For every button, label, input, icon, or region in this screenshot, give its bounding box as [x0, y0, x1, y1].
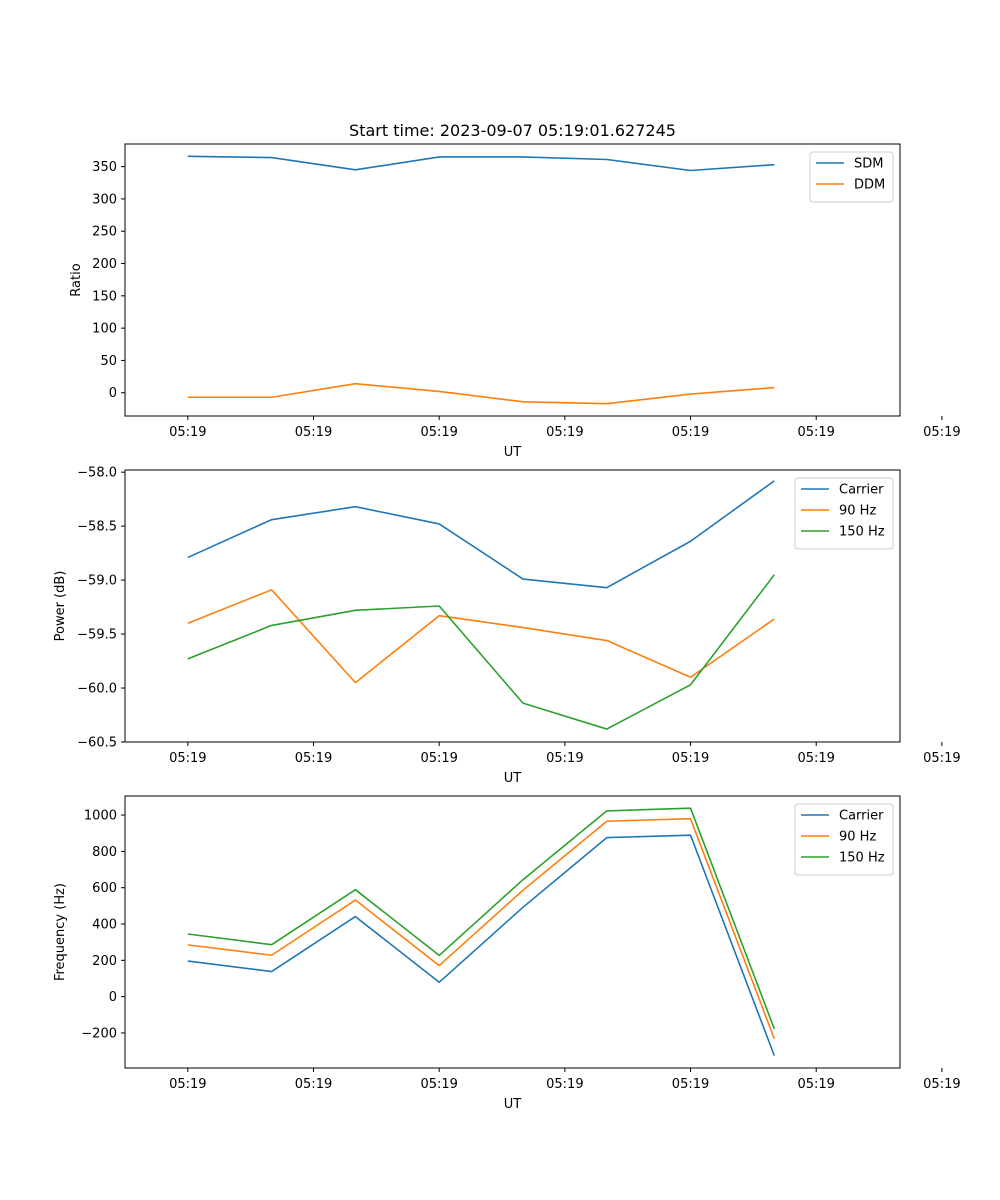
x-tick-label-2: 05:19 — [420, 1077, 457, 1092]
series-line-90-hz — [187, 589, 775, 684]
series-line-90-hz — [187, 817, 776, 1040]
series-line-sdm — [187, 155, 775, 172]
series-line-carrier — [187, 480, 775, 589]
y-axis-label: Ratio — [69, 263, 84, 296]
legend-label-sdm: SDM — [854, 157, 883, 172]
series-line-150-hz — [187, 807, 776, 1030]
legend-label-ddm: DDM — [854, 178, 885, 193]
y-tick-label-1: 50 — [100, 354, 117, 369]
x-tick-label-4: 05:19 — [672, 425, 709, 440]
y-tick-label-5: 800 — [92, 845, 117, 860]
x-tick-label-0: 05:19 — [169, 751, 206, 766]
y-tick-label-3: 400 — [92, 918, 117, 933]
legend-label-carrier: Carrier — [839, 483, 884, 498]
x-tick-label-3: 05:19 — [546, 751, 583, 766]
legend-label-carrier: Carrier — [839, 809, 884, 824]
y-tick-label-5: 250 — [92, 225, 117, 240]
y-tick-label-2: −59.5 — [77, 628, 117, 643]
legend-box — [809, 151, 894, 203]
axes-frame — [124, 795, 901, 1069]
y-tick-label-0: 0 — [109, 386, 117, 401]
x-tick-label-6: 05:19 — [923, 751, 960, 766]
y-tick-label-1: 0 — [109, 990, 117, 1005]
subplot-2: 05:19 05:19 05:19 05:19 05:19 05:19 05:19 −60.5… — [53, 466, 961, 786]
legend: SDM DDM — [809, 151, 894, 203]
y-tick-label-2: 100 — [92, 322, 117, 337]
legend: Carrier 90 Hz 150 Hz — [794, 803, 894, 876]
series-line-ddm — [187, 382, 775, 405]
subplot-3: 05:19 05:19 05:19 05:19 05:19 05:19 05:19 −200 0… — [53, 795, 961, 1112]
legend-label-150-hz: 150 Hz — [839, 525, 885, 540]
x-tick-label-4: 05:19 — [672, 1077, 709, 1092]
x-tick-label-3: 05:19 — [546, 425, 583, 440]
x-tick-label-5: 05:19 — [797, 1077, 834, 1092]
x-tick-label-1: 05:19 — [295, 425, 332, 440]
axes-frame — [124, 143, 901, 417]
y-tick-label-5: −58.0 — [77, 466, 117, 481]
x-tick-label-1: 05:19 — [295, 1077, 332, 1092]
x-tick-label-3: 05:19 — [546, 1077, 583, 1092]
y-tick-label-7: 350 — [92, 160, 117, 175]
legend-label-150-hz: 150 Hz — [839, 851, 885, 866]
y-tick-label-0: −60.5 — [77, 736, 117, 751]
y-tick-label-3: 150 — [92, 289, 117, 304]
x-axis-label: UT — [504, 771, 522, 786]
y-tick-label-4: 200 — [92, 257, 117, 272]
y-tick-label-4: 600 — [92, 881, 117, 896]
y-tick-label-6: 1000 — [84, 809, 117, 824]
x-tick-label-6: 05:19 — [923, 1077, 960, 1092]
x-tick-label-2: 05:19 — [420, 751, 457, 766]
x-tick-label-6: 05:19 — [923, 425, 960, 440]
y-tick-label-6: 300 — [92, 192, 117, 207]
x-tick-label-5: 05:19 — [797, 425, 834, 440]
x-axis-label: UT — [504, 445, 522, 460]
y-tick-label-0: −200 — [81, 1026, 117, 1041]
x-tick-label-0: 05:19 — [169, 425, 206, 440]
x-tick-label-1: 05:19 — [295, 751, 332, 766]
legend-label-90-hz: 90 Hz — [839, 504, 876, 519]
legend: Carrier 90 Hz 150 Hz — [794, 477, 894, 550]
y-tick-label-4: −58.5 — [77, 520, 117, 535]
axes-frame — [124, 469, 901, 743]
series-line-carrier — [187, 834, 776, 1056]
x-tick-label-5: 05:19 — [797, 751, 834, 766]
x-tick-label-2: 05:19 — [420, 425, 457, 440]
chart-title: Start time: 2023-09-07 05:19:01.627245 — [349, 121, 676, 140]
x-tick-label-4: 05:19 — [672, 751, 709, 766]
series-line-150-hz — [187, 574, 775, 730]
y-tick-label-3: −59.0 — [77, 574, 117, 589]
y-axis-label: Power (dB) — [53, 571, 68, 642]
y-axis-label: Frequency (Hz) — [53, 883, 68, 981]
y-tick-label-1: −60.0 — [77, 682, 117, 697]
legend-label-90-hz: 90 Hz — [839, 830, 876, 845]
y-tick-label-2: 200 — [92, 954, 117, 969]
x-tick-label-0: 05:19 — [169, 1077, 206, 1092]
x-axis-label: UT — [504, 1097, 522, 1112]
subplot-1: 05:19 05:19 05:19 05:19 05:19 05:19 05:19 0 50 10… — [69, 121, 961, 460]
